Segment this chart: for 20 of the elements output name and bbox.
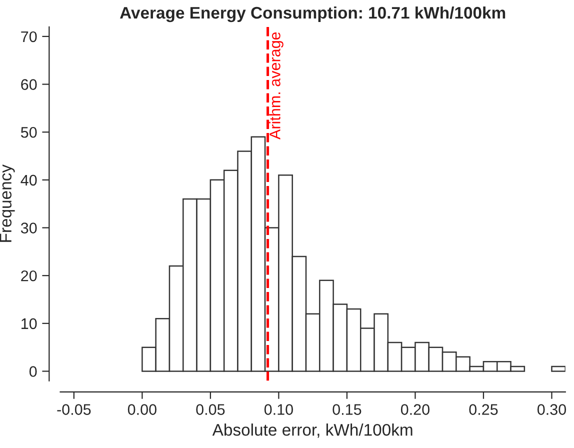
x-axis-title: Absolute error, kWh/100km (212, 424, 412, 438)
x-tick-label: 0.10 (264, 404, 293, 415)
y-tick-label: 10 (22, 318, 37, 330)
x-tick-label: 0.30 (537, 404, 566, 415)
x-tick-label: 0.15 (332, 404, 362, 415)
x-tick-label: 0.00 (128, 404, 156, 415)
ref-line-label: Arithm. average (269, 32, 284, 140)
y-tick-label: 40 (20, 174, 37, 186)
y-tick-label: 60 (21, 79, 37, 90)
x-tick-label: 0.25 (469, 404, 498, 415)
x-tick-label: 0.20 (400, 404, 430, 415)
y-axis-title: Frequency (0, 164, 15, 242)
y-tick-label: 70 (21, 31, 37, 42)
chart-title: Average Energy Consumption: 10.71 kWh/100km (120, 6, 506, 22)
y-tick-label: 20 (21, 270, 37, 282)
x-tick-label: -0.05 (57, 404, 91, 415)
y-tick-label: 50 (20, 126, 37, 138)
y-tick-label: 30 (20, 222, 37, 234)
x-tick-label: 0.05 (196, 404, 225, 415)
y-tick-label: 0 (29, 366, 37, 377)
